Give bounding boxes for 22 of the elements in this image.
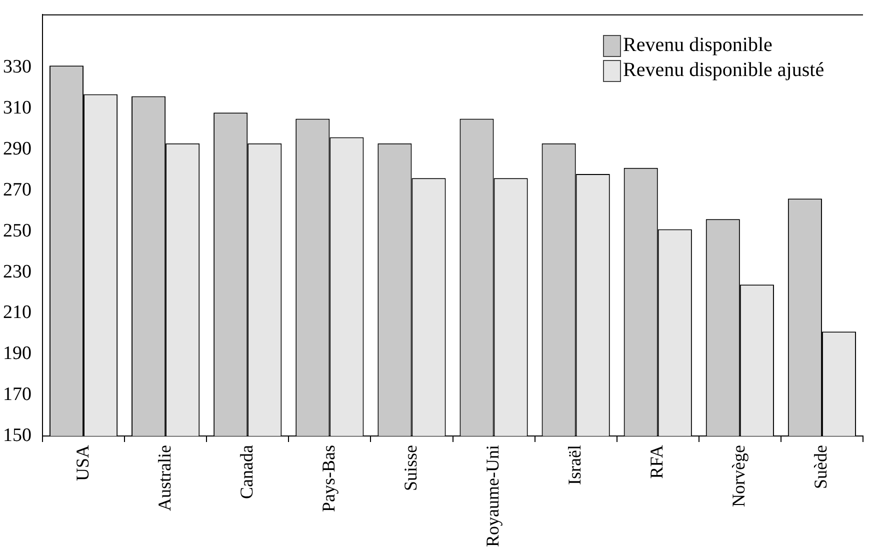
- legend-label: Revenu disponible: [623, 34, 772, 56]
- x-tick-label: Pays-Bas: [318, 445, 338, 512]
- y-tick-label: 310: [3, 98, 32, 119]
- y-tick-label: 190: [3, 343, 32, 364]
- y-tick-label: 290: [3, 138, 32, 160]
- y-tick-label: 150: [3, 425, 32, 446]
- x-tick-label: Royaume-Uni: [482, 445, 503, 548]
- legend-label: Revenu disponible ajusté: [623, 59, 824, 82]
- y-tick-label: 210: [3, 302, 32, 324]
- y-tick-label: 170: [3, 384, 32, 406]
- x-tick-label: Australie: [154, 445, 174, 512]
- x-tick-label: Canada: [236, 445, 256, 500]
- y-tick-label: 330: [3, 56, 32, 78]
- x-tick-label: Suisse: [400, 445, 420, 492]
- x-tick-label: Suède: [810, 445, 831, 490]
- x-tick-label: RFA: [646, 445, 667, 479]
- y-tick-label: 250: [3, 220, 32, 242]
- y-tick-label: 270: [3, 179, 32, 200]
- x-tick-label: Israël: [564, 445, 585, 486]
- x-tick-label: Norvège: [728, 445, 749, 508]
- x-tick-label: USA: [72, 445, 92, 482]
- y-tick-label: 230: [3, 261, 32, 282]
